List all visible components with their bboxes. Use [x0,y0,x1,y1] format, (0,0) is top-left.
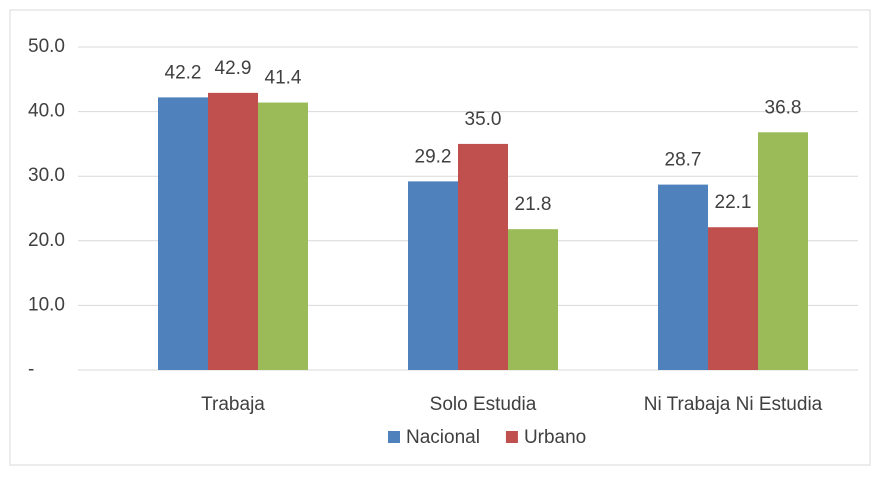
y-tick-label: 20.0 [28,230,65,251]
data-label: 29.2 [415,146,452,167]
y-tick-label: 50.0 [28,36,65,57]
y-tick-label: 10.0 [28,294,65,315]
legend-swatch [388,431,400,443]
y-tick-label: 40.0 [28,101,65,122]
y-tick-label: - [28,359,34,380]
bar [658,184,708,370]
y-tick-label: 30.0 [28,165,65,186]
x-tick-label: Ni Trabaja Ni Estudia [644,394,823,415]
bar [408,181,458,370]
data-label: 35.0 [465,109,502,130]
data-label: 28.7 [665,150,702,171]
bar [708,227,758,370]
data-label: 21.8 [515,194,552,215]
bar [458,143,508,370]
legend-swatch [505,431,518,443]
x-tick-label: Solo Estudia [430,394,537,415]
data-label: 41.4 [265,68,302,89]
data-label: 22.1 [715,192,752,213]
data-label: 42.2 [165,62,202,83]
bar [758,132,808,370]
bar [158,97,208,370]
x-tick-label: Trabaja [201,394,265,415]
bar [208,92,258,370]
bar [258,102,308,370]
data-label: 36.8 [765,97,802,118]
data-label: 42.9 [215,58,252,79]
legend-label: Urbano [524,427,586,448]
legend-label: Nacional [406,427,480,448]
bar [508,229,558,370]
